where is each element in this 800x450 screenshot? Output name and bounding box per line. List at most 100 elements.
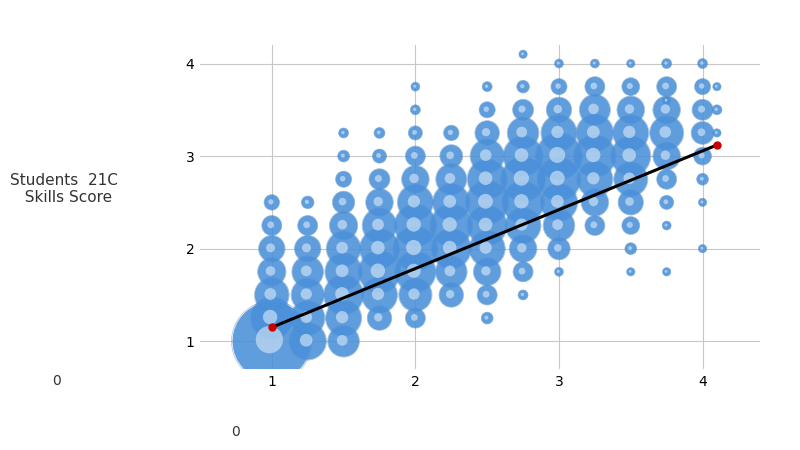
Point bbox=[266, 222, 278, 229]
Point bbox=[551, 198, 564, 205]
Point bbox=[266, 268, 278, 275]
Point bbox=[481, 83, 494, 90]
Point bbox=[373, 176, 386, 183]
Point bbox=[623, 105, 636, 112]
Point bbox=[337, 129, 350, 136]
Point bbox=[263, 336, 276, 343]
Point bbox=[409, 83, 422, 90]
Point bbox=[337, 245, 350, 252]
Point bbox=[552, 59, 565, 67]
Point bbox=[373, 291, 386, 298]
Point bbox=[481, 153, 494, 160]
Point bbox=[696, 245, 709, 252]
Point bbox=[409, 129, 422, 136]
Point bbox=[266, 291, 278, 298]
Point bbox=[589, 176, 602, 183]
Point bbox=[408, 129, 421, 136]
Point bbox=[407, 244, 420, 251]
Point bbox=[481, 245, 494, 252]
Point bbox=[445, 268, 458, 275]
Point bbox=[407, 290, 420, 297]
Point bbox=[624, 268, 637, 275]
Point bbox=[517, 268, 530, 275]
Point bbox=[337, 338, 350, 345]
Point bbox=[408, 175, 421, 182]
Point bbox=[660, 106, 673, 113]
Point bbox=[624, 222, 637, 229]
Point bbox=[659, 198, 672, 205]
Point bbox=[589, 83, 602, 90]
Point bbox=[696, 199, 709, 206]
Point bbox=[624, 60, 637, 67]
Point bbox=[266, 324, 278, 331]
Point bbox=[660, 221, 673, 229]
Point bbox=[372, 314, 385, 321]
Point bbox=[624, 106, 637, 113]
Point bbox=[409, 291, 422, 298]
Point bbox=[695, 245, 708, 252]
Point bbox=[373, 291, 386, 298]
Point bbox=[445, 153, 458, 160]
Point bbox=[373, 268, 386, 275]
Point bbox=[409, 315, 422, 322]
Point bbox=[302, 291, 314, 298]
Point bbox=[695, 175, 708, 182]
Point bbox=[481, 129, 494, 136]
Point bbox=[445, 245, 458, 252]
Point bbox=[445, 129, 458, 136]
Point bbox=[444, 152, 457, 159]
Point bbox=[337, 291, 350, 298]
Point bbox=[373, 129, 386, 136]
Point bbox=[337, 315, 350, 322]
Point bbox=[481, 83, 494, 90]
Point bbox=[517, 222, 530, 229]
Point bbox=[479, 175, 492, 182]
Point bbox=[623, 244, 636, 252]
Point bbox=[660, 129, 673, 136]
Point bbox=[589, 176, 602, 183]
Point bbox=[553, 176, 566, 183]
Point bbox=[266, 338, 278, 345]
Point bbox=[660, 268, 673, 275]
Point bbox=[589, 106, 602, 113]
Point bbox=[408, 106, 421, 113]
Point bbox=[337, 153, 350, 160]
Point bbox=[623, 175, 636, 182]
Point bbox=[623, 221, 636, 229]
Point bbox=[336, 244, 349, 251]
Point bbox=[264, 290, 277, 297]
Point bbox=[266, 315, 278, 322]
Point bbox=[517, 83, 530, 90]
Point bbox=[696, 60, 709, 67]
Point bbox=[337, 268, 350, 275]
Point bbox=[660, 60, 673, 67]
Point bbox=[695, 198, 708, 206]
Point bbox=[409, 199, 422, 206]
Point bbox=[373, 176, 386, 183]
Point bbox=[553, 199, 566, 206]
Point bbox=[710, 83, 723, 90]
Point bbox=[660, 97, 673, 104]
Point bbox=[372, 129, 385, 136]
Point bbox=[659, 105, 672, 112]
Point bbox=[551, 175, 564, 182]
Point bbox=[266, 268, 278, 275]
Point bbox=[553, 83, 566, 90]
Point bbox=[589, 199, 602, 206]
Point bbox=[552, 82, 565, 90]
Point bbox=[300, 267, 313, 274]
Point bbox=[551, 128, 564, 135]
Point bbox=[516, 267, 529, 274]
Point bbox=[553, 153, 566, 160]
Point bbox=[553, 106, 566, 113]
Point bbox=[373, 245, 386, 252]
Point bbox=[516, 82, 529, 90]
Point bbox=[408, 83, 421, 90]
Point bbox=[660, 129, 673, 136]
Point bbox=[302, 222, 314, 229]
Point bbox=[660, 153, 673, 160]
Point bbox=[302, 315, 314, 322]
Point bbox=[266, 338, 278, 345]
Point bbox=[444, 291, 457, 298]
Point bbox=[445, 291, 458, 298]
